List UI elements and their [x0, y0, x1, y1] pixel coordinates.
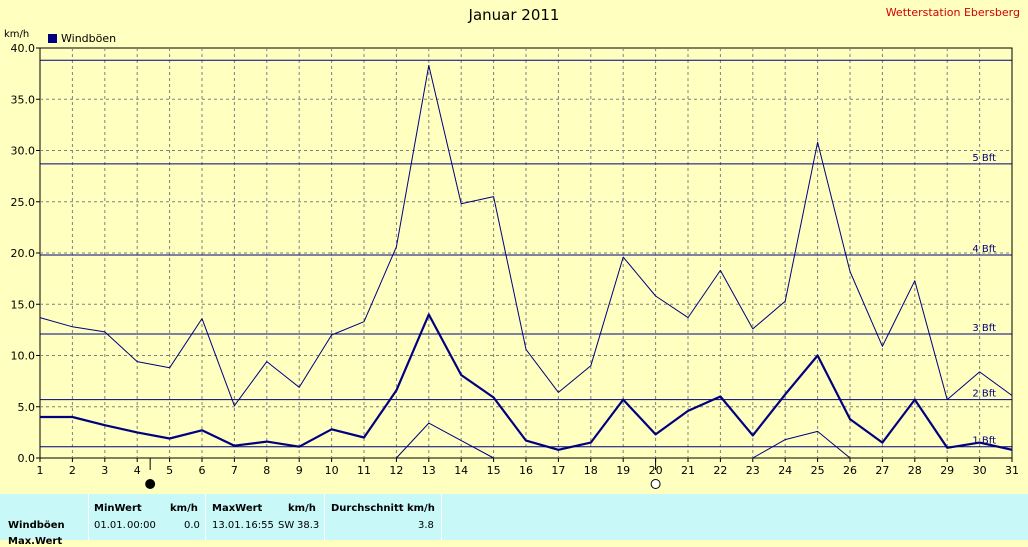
max-value: 38.3: [297, 520, 320, 531]
y-tick-label: 5.0: [18, 401, 36, 414]
y-tick-label: 25.0: [11, 196, 36, 209]
beaufort-label: 3 Bft: [972, 323, 996, 334]
x-tick-label: 10: [325, 464, 339, 477]
y-tick-label: 15.0: [11, 298, 36, 311]
legend-label: Windböen: [61, 32, 117, 45]
y-tick-label: 40.0: [11, 42, 36, 55]
beaufort-label: 2 Bft: [972, 389, 996, 400]
x-tick-label: 9: [296, 464, 303, 477]
x-tick-label: 15: [487, 464, 501, 477]
min-time: 00:00: [127, 520, 156, 531]
beaufort-label: 1 Bft: [972, 436, 996, 447]
column-separator: [205, 494, 206, 540]
y-tick-label: 20.0: [11, 247, 36, 260]
max-date: 13.01.: [212, 520, 244, 531]
series-line-3: [396, 422, 494, 459]
beaufort-label: 4 Bft: [972, 244, 996, 255]
series-line-3: [752, 430, 851, 459]
header-min-unit: km/h: [170, 503, 198, 514]
x-tick-label: 2: [69, 464, 76, 477]
header-avg: Durchschnitt km/h: [331, 503, 435, 514]
x-tick-label: 27: [875, 464, 889, 477]
beaufort-label: 5 Bft: [972, 153, 996, 164]
x-tick-label: 21: [681, 464, 695, 477]
x-tick-label: 20: [649, 464, 663, 477]
x-tick-label: 22: [713, 464, 727, 477]
min-value: 0.0: [184, 520, 200, 531]
y-tick-label: 30.0: [11, 145, 36, 158]
station-name: Wetterstation Ebersberg: [885, 6, 1020, 19]
column-separator: [88, 494, 89, 540]
x-tick-label: 3: [101, 464, 108, 477]
x-tick-label: 17: [551, 464, 565, 477]
new-moon-icon: [145, 479, 156, 489]
summary-table: MinWert km/h MaxWert km/h Durchschnitt k…: [0, 494, 1028, 547]
series-line-1: [40, 313, 1013, 451]
header-max-unit: km/h: [288, 503, 316, 514]
x-tick-label: 5: [166, 464, 173, 477]
y-tick-label: 35.0: [11, 93, 36, 106]
x-tick-label: 6: [199, 464, 206, 477]
x-tick-label: 4: [134, 464, 141, 477]
next-row-label: Max.Wert: [8, 536, 63, 547]
x-tick-label: 13: [422, 464, 436, 477]
x-tick-label: 25: [811, 464, 825, 477]
max-time: 16:55: [245, 520, 274, 531]
x-tick-label: 7: [231, 464, 238, 477]
legend: Windböen: [48, 32, 116, 45]
header-min: MinWert: [94, 503, 142, 514]
column-separator: [441, 494, 442, 540]
x-tick-label: 1: [37, 464, 44, 477]
header-max: MaxWert: [212, 503, 263, 514]
x-tick-label: 29: [940, 464, 954, 477]
y-axis-unit: km/h: [4, 29, 30, 40]
row-label: Windböen: [8, 520, 65, 531]
max-direction: SW: [278, 520, 295, 531]
series-line-2: [39, 64, 1013, 407]
y-tick-label: 0.0: [18, 452, 36, 465]
x-tick-label: 24: [778, 464, 792, 477]
x-tick-label: 18: [584, 464, 598, 477]
x-tick-label: 14: [454, 464, 468, 477]
x-tick-label: 31: [1005, 464, 1019, 477]
avg-value: 3.8: [418, 520, 434, 531]
x-tick-label: 23: [746, 464, 760, 477]
x-tick-label: 30: [973, 464, 987, 477]
chart-title: Januar 2011: [468, 6, 560, 24]
x-tick-label: 8: [263, 464, 270, 477]
x-tick-label: 11: [357, 464, 371, 477]
y-tick-label: 10.0: [11, 350, 36, 363]
column-separator: [324, 494, 325, 540]
full-moon-icon: [650, 479, 661, 489]
x-tick-label: 12: [389, 464, 403, 477]
x-tick-label: 26: [843, 464, 857, 477]
wind-chart: 0.05.010.015.020.025.030.035.040.01 2 3 4 5 6…: [11, 42, 1019, 489]
min-date: 01.01.: [94, 520, 126, 531]
legend-swatch-icon: [48, 34, 57, 43]
x-tick-label: 19: [616, 464, 630, 477]
x-tick-label: 28: [908, 464, 922, 477]
x-tick-label: 16: [519, 464, 533, 477]
